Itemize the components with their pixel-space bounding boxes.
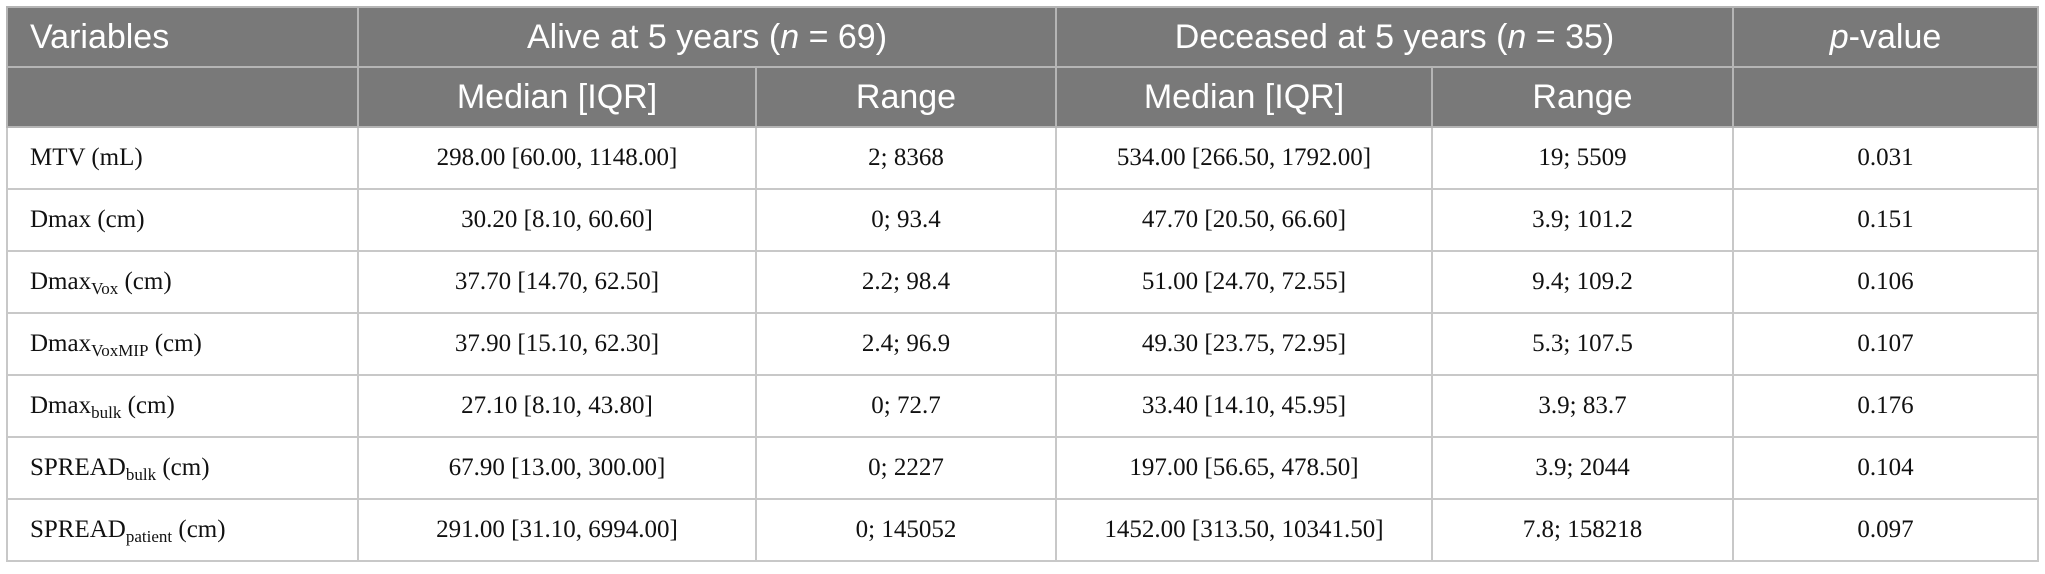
variable-name: MTV (mL)	[30, 144, 143, 171]
alive-range-cell: 2; 8368	[755, 126, 1057, 190]
results-table: Variables Alive at 5 years (n = 69) Dece…	[6, 6, 2039, 562]
p-value-cell: 0.031	[1732, 126, 2039, 190]
alive-median-cell: 30.20 [8.10, 60.60]	[357, 188, 757, 252]
header-blank-right	[1732, 66, 2039, 128]
deceased-range-cell: 7.8; 158218	[1431, 498, 1734, 562]
table-row: Dmaxbulk (cm) 27.10 [8.10, 43.80] 0; 72.7 3…	[6, 374, 2039, 438]
table-row: SPREADbulk (cm) 67.90 [13.00, 300.00] 0; 2…	[6, 436, 2039, 500]
table-row: SPREADpatient (cm) 291.00 [31.10, 6994.00…	[6, 498, 2039, 562]
header-alive: Alive at 5 years (n = 69)	[357, 6, 1057, 68]
variable-name: SPREAD	[30, 516, 126, 543]
deceased-range-cell: 3.9; 83.7	[1431, 374, 1734, 438]
deceased-median-cell: 49.30 [23.75, 72.95]	[1055, 312, 1433, 376]
variable-name: Dmax	[30, 392, 92, 419]
variable-cell: DmaxVoxMIP (cm)	[6, 312, 359, 376]
header-row-2: Median [IQR] Range Median [IQR] Range	[6, 66, 2039, 128]
alive-range-cell: 0; 145052	[755, 498, 1057, 562]
header-alive-range: Range	[755, 66, 1057, 128]
header-row-1: Variables Alive at 5 years (n = 69) Dece…	[6, 6, 2039, 68]
deceased-range-cell: 9.4; 109.2	[1431, 250, 1734, 314]
variable-cell: DmaxVox (cm)	[6, 250, 359, 314]
alive-median-cell: 27.10 [8.10, 43.80]	[357, 374, 757, 438]
header-deceased-range: Range	[1431, 66, 1734, 128]
header-deceased: Deceased at 5 years (n = 35)	[1055, 6, 1734, 68]
variable-cell: Dmaxbulk (cm)	[6, 374, 359, 438]
alive-median-cell: 67.90 [13.00, 300.00]	[357, 436, 757, 500]
p-value-cell: 0.097	[1732, 498, 2039, 562]
alive-range-cell: 2.2; 98.4	[755, 250, 1057, 314]
variable-subscript: VoxMIP	[91, 341, 149, 360]
p-value-cell: 0.107	[1732, 312, 2039, 376]
variable-unit: (cm)	[118, 268, 172, 295]
deceased-median-cell: 1452.00 [313.50, 10341.50]	[1055, 498, 1433, 562]
variable-subscript: bulk	[125, 465, 157, 484]
table-row: MTV (mL) 298.00 [60.00, 1148.00] 2; 8368 53…	[6, 126, 2039, 190]
p-value-cell: 0.176	[1732, 374, 2039, 438]
alive-range-cell: 0; 2227	[755, 436, 1057, 500]
header-alive-median: Median [IQR]	[357, 66, 757, 128]
p-value-cell: 0.104	[1732, 436, 2039, 500]
table-row: DmaxVox (cm) 37.70 [14.70, 62.50] 2.2; 98.…	[6, 250, 2039, 314]
variable-subscript: patient	[125, 527, 173, 546]
deceased-range-cell: 19; 5509	[1431, 126, 1734, 190]
deceased-range-cell: 3.9; 101.2	[1431, 188, 1734, 252]
alive-median-cell: 291.00 [31.10, 6994.00]	[357, 498, 757, 562]
variable-cell: SPREADbulk (cm)	[6, 436, 359, 500]
deceased-median-cell: 197.00 [56.65, 478.50]	[1055, 436, 1433, 500]
deceased-range-cell: 3.9; 2044	[1431, 436, 1734, 500]
variable-unit: (cm)	[156, 454, 210, 481]
deceased-median-cell: 33.40 [14.10, 45.95]	[1055, 374, 1433, 438]
variable-name: SPREAD	[30, 454, 126, 481]
header-p-value: p-value	[1732, 6, 2039, 68]
variable-name: Dmax (cm)	[30, 206, 145, 233]
alive-median-cell: 37.70 [14.70, 62.50]	[357, 250, 757, 314]
p-value-cell: 0.151	[1732, 188, 2039, 252]
table-container: Variables Alive at 5 years (n = 69) Dece…	[6, 6, 2039, 562]
variable-unit: (cm)	[121, 392, 175, 419]
deceased-median-cell: 534.00 [266.50, 1792.00]	[1055, 126, 1433, 190]
table-row: Dmax (cm) 30.20 [8.10, 60.60] 0; 93.4 47.70…	[6, 188, 2039, 252]
variable-name: Dmax	[30, 330, 92, 357]
deceased-median-cell: 47.70 [20.50, 66.60]	[1055, 188, 1433, 252]
p-value-cell: 0.106	[1732, 250, 2039, 314]
deceased-median-cell: 51.00 [24.70, 72.55]	[1055, 250, 1433, 314]
variable-name: Dmax	[30, 268, 92, 295]
variable-cell: SPREADpatient (cm)	[6, 498, 359, 562]
alive-median-cell: 37.90 [15.10, 62.30]	[357, 312, 757, 376]
variable-unit: (cm)	[148, 330, 202, 357]
alive-range-cell: 0; 72.7	[755, 374, 1057, 438]
variable-cell: Dmax (cm)	[6, 188, 359, 252]
variable-subscript: bulk	[91, 403, 122, 422]
alive-median-cell: 298.00 [60.00, 1148.00]	[357, 126, 757, 190]
alive-range-cell: 0; 93.4	[755, 188, 1057, 252]
header-variables: Variables	[6, 6, 359, 68]
alive-range-cell: 2.4; 96.9	[755, 312, 1057, 376]
deceased-range-cell: 5.3; 107.5	[1431, 312, 1734, 376]
header-blank-left	[6, 66, 359, 128]
table-row: DmaxVoxMIP (cm) 37.90 [15.10, 62.30] 2.4; …	[6, 312, 2039, 376]
header-deceased-median: Median [IQR]	[1055, 66, 1433, 128]
variable-subscript: Vox	[91, 279, 119, 298]
variable-cell: MTV (mL)	[6, 126, 359, 190]
variable-unit: (cm)	[172, 516, 226, 543]
